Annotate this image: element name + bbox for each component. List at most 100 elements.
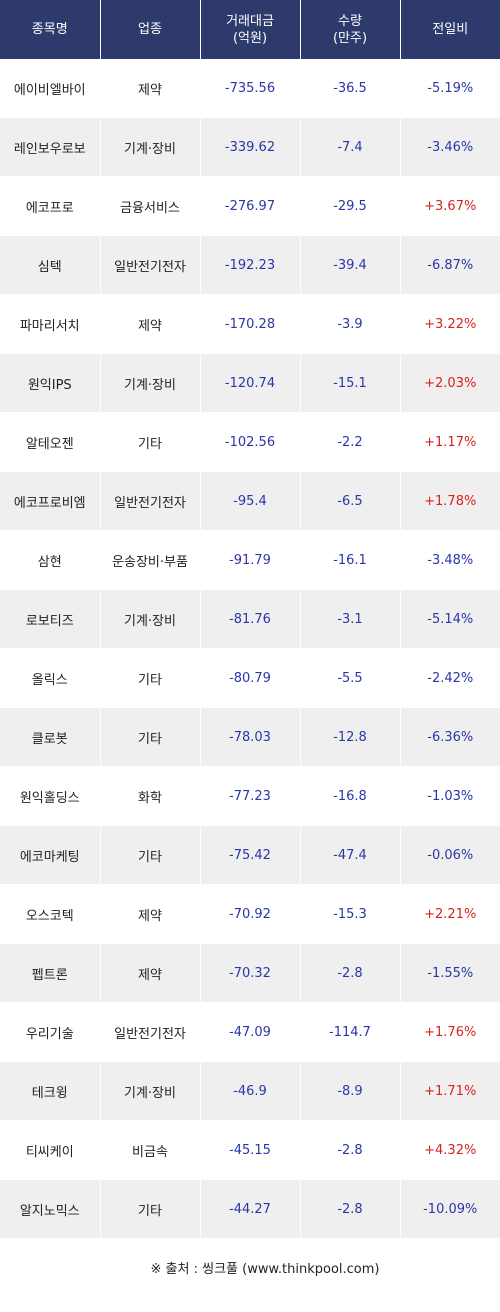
- table-row: 삼현 운송장비·부품 -91.79 -16.1 -3.48%: [0, 530, 500, 590]
- trade-amount-cell: -75.42: [200, 825, 301, 885]
- sector-cell: 기계·장비: [100, 1061, 201, 1121]
- volume-cell: -8.9: [300, 1061, 401, 1121]
- table-row: 펩트론 제약 -70.32 -2.8 -1.55%: [0, 943, 500, 1003]
- header-change: 전일비: [400, 0, 500, 59]
- stock-name-cell: 티씨케이: [0, 1120, 101, 1180]
- table-row: 심텍 일반전기전자 -192.23 -39.4 -6.87%: [0, 235, 500, 295]
- volume-cell: -36.5: [300, 59, 401, 118]
- sector-cell: 기계·장비: [100, 589, 201, 649]
- volume-cell: -16.1: [300, 530, 401, 590]
- trade-amount-cell: -81.76: [200, 589, 301, 649]
- table-row: 에코마케팅 기타 -75.42 -47.4 -0.06%: [0, 825, 500, 885]
- change-cell: +1.78%: [400, 471, 500, 531]
- change-cell: +1.17%: [400, 412, 500, 472]
- change-cell: -6.87%: [400, 235, 500, 295]
- volume-cell: -2.2: [300, 412, 401, 472]
- sector-cell: 화학: [100, 766, 201, 826]
- header-sector: 업종: [100, 0, 201, 59]
- volume-cell: -2.8: [300, 1120, 401, 1180]
- trade-amount-cell: -339.62: [200, 117, 301, 177]
- change-cell: +3.67%: [400, 176, 500, 236]
- header-volume-label: 수량: [338, 13, 362, 29]
- table-row: 올릭스 기타 -80.79 -5.5 -2.42%: [0, 648, 500, 708]
- volume-cell: -12.8: [300, 707, 401, 767]
- trade-amount-cell: -78.03: [200, 707, 301, 767]
- table-row: 테크윙 기계·장비 -46.9 -8.9 +1.71%: [0, 1061, 500, 1121]
- source-note: ※ 출처 : 씽크풀 (www.thinkpool.com): [150, 1262, 380, 1277]
- volume-cell: -39.4: [300, 235, 401, 295]
- trade-amount-cell: -70.92: [200, 884, 301, 944]
- table-row: 오스코텍 제약 -70.92 -15.3 +2.21%: [0, 884, 500, 944]
- header-row: 종목명 업종 거래대금 (억원) 수량 (만주) 전일비: [0, 0, 500, 59]
- stock-name-cell: 심텍: [0, 235, 101, 295]
- trade-amount-cell: -46.9: [200, 1061, 301, 1121]
- trade-amount-cell: -735.56: [200, 59, 301, 118]
- change-cell: -1.55%: [400, 943, 500, 1003]
- change-cell: -10.09%: [400, 1179, 500, 1239]
- trade-amount-cell: -70.32: [200, 943, 301, 1003]
- stock-name-cell: 올릭스: [0, 648, 101, 708]
- sector-cell: 기계·장비: [100, 353, 201, 413]
- sector-cell: 기타: [100, 648, 201, 708]
- stock-name-cell: 테크윙: [0, 1061, 101, 1121]
- change-cell: +1.76%: [400, 1002, 500, 1062]
- table-row: 에코프로 금융서비스 -276.97 -29.5 +3.67%: [0, 176, 500, 236]
- stock-name-cell: 우리기술: [0, 1002, 101, 1062]
- table-row: 로보티즈 기계·장비 -81.76 -3.1 -5.14%: [0, 589, 500, 649]
- header-trade-amount-label: 거래대금: [226, 13, 274, 29]
- header-volume: 수량 (만주): [300, 0, 401, 59]
- volume-cell: -6.5: [300, 471, 401, 531]
- header-volume-unit: (만주): [332, 30, 368, 46]
- change-cell: -1.03%: [400, 766, 500, 826]
- sector-cell: 기타: [100, 1179, 201, 1239]
- table-row: 우리기술 일반전기전자 -47.09 -114.7 +1.76%: [0, 1002, 500, 1062]
- trade-amount-cell: -45.15: [200, 1120, 301, 1180]
- sector-cell: 운송장비·부품: [100, 530, 201, 590]
- stock-name-cell: 레인보우로보: [0, 117, 101, 177]
- change-cell: -5.14%: [400, 589, 500, 649]
- volume-cell: -2.8: [300, 943, 401, 1003]
- stock-name-cell: 에코마케팅: [0, 825, 101, 885]
- header-trade-amount: 거래대금 (억원): [200, 0, 301, 59]
- sector-cell: 비금속: [100, 1120, 201, 1180]
- change-cell: +1.71%: [400, 1061, 500, 1121]
- volume-cell: -114.7: [300, 1002, 401, 1062]
- volume-cell: -15.3: [300, 884, 401, 944]
- table-body: 에이비엘바이 제약 -735.56 -36.5 -5.19% 레인보우로보 기계·장비 -33…: [0, 59, 500, 1239]
- trade-amount-cell: -170.28: [200, 294, 301, 354]
- table-row: 알테오젠 기타 -102.56 -2.2 +1.17%: [0, 412, 500, 472]
- change-cell: +3.22%: [400, 294, 500, 354]
- trade-amount-cell: -77.23: [200, 766, 301, 826]
- stock-name-cell: 알테오젠: [0, 412, 101, 472]
- change-cell: -3.46%: [400, 117, 500, 177]
- table-row: 파마리서치 제약 -170.28 -3.9 +3.22%: [0, 294, 500, 354]
- header-trade-amount-unit: (억원): [232, 30, 268, 46]
- table-row: 클로봇 기타 -78.03 -12.8 -6.36%: [0, 707, 500, 767]
- change-cell: -2.42%: [400, 648, 500, 708]
- change-cell: +2.21%: [400, 884, 500, 944]
- trade-amount-cell: -192.23: [200, 235, 301, 295]
- stock-name-cell: 원익IPS: [0, 353, 101, 413]
- volume-cell: -16.8: [300, 766, 401, 826]
- volume-cell: -15.1: [300, 353, 401, 413]
- change-cell: -3.48%: [400, 530, 500, 590]
- table-row: 레인보우로보 기계·장비 -339.62 -7.4 -3.46%: [0, 117, 500, 177]
- volume-cell: -29.5: [300, 176, 401, 236]
- sector-cell: 일반전기전자: [100, 471, 201, 531]
- volume-cell: -2.8: [300, 1179, 401, 1239]
- trade-amount-cell: -102.56: [200, 412, 301, 472]
- sector-cell: 기타: [100, 412, 201, 472]
- stock-name-cell: 알지노믹스: [0, 1179, 101, 1239]
- sector-cell: 일반전기전자: [100, 1002, 201, 1062]
- change-cell: +2.03%: [400, 353, 500, 413]
- trade-amount-cell: -276.97: [200, 176, 301, 236]
- volume-cell: -3.1: [300, 589, 401, 649]
- stock-name-cell: 삼현: [0, 530, 101, 590]
- volume-cell: -3.9: [300, 294, 401, 354]
- table-row: 원익IPS 기계·장비 -120.74 -15.1 +2.03%: [0, 353, 500, 413]
- table-row: 원익홀딩스 화학 -77.23 -16.8 -1.03%: [0, 766, 500, 826]
- stock-name-cell: 클로봇: [0, 707, 101, 767]
- volume-cell: -5.5: [300, 648, 401, 708]
- trade-amount-cell: -80.79: [200, 648, 301, 708]
